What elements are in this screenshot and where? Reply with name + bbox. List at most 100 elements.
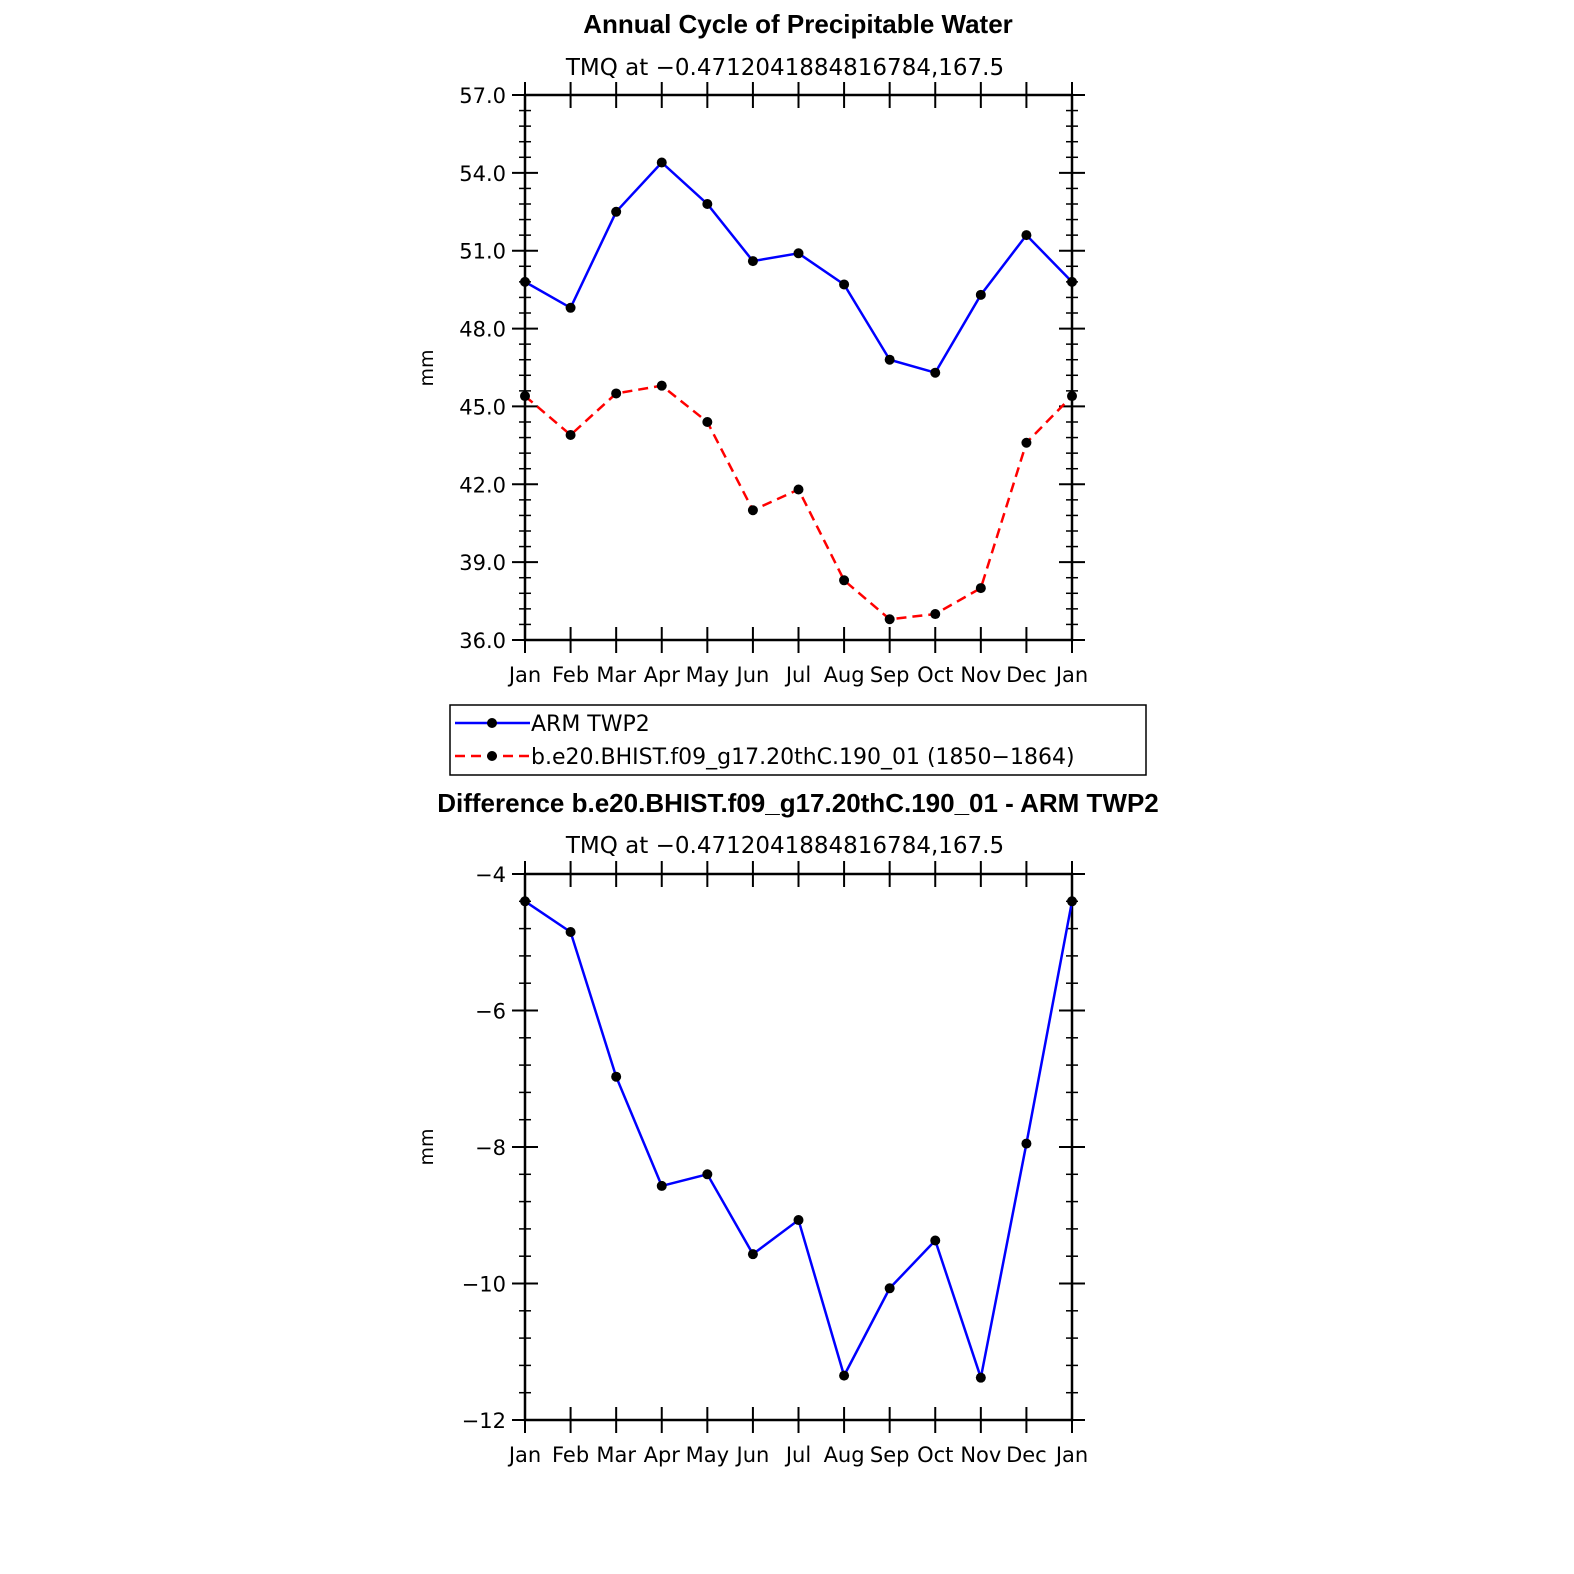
- chart-2-xtick-label: Mar: [596, 1443, 636, 1467]
- chart-2-ylabel: mm: [416, 1128, 438, 1165]
- chart-1-ytick-label: 48.0: [459, 318, 506, 342]
- chart-2-xtick-label: Jul: [784, 1443, 811, 1467]
- chart-1-series-1-point: [975, 289, 986, 300]
- chart-2-ytick-label: −10: [462, 1273, 506, 1297]
- legend-entry-arm: ARM TWP2: [455, 712, 650, 737]
- chart-1-ytick-label: 42.0: [459, 473, 506, 497]
- chart-1-xtick-label: Dec: [1006, 663, 1047, 687]
- chart-2-series-1-point: [520, 896, 530, 907]
- chart-2-xtick-label: Jan: [1054, 1443, 1088, 1467]
- chart-1-xtick-label: Sep: [870, 663, 910, 687]
- chart-2-ytick-label: −4: [475, 863, 506, 887]
- chart-2-xtick-label: Dec: [1006, 1443, 1047, 1467]
- legend: ARM TWP2 b.e20.BHIST.f09_g17.20thC.190_0…: [449, 704, 1147, 776]
- panel-difference: Difference b.e20.BHIST.f09_g17.20thC.190…: [416, 788, 1159, 1467]
- chart-1-title: Annual Cycle of Precipitable Water: [583, 9, 1013, 39]
- chart-1-xtick-label: Jun: [735, 663, 770, 687]
- chart-1-series-2-point: [565, 429, 576, 440]
- chart-1-series-2-point: [793, 484, 804, 495]
- chart-1-xtick-label: Jul: [784, 663, 811, 687]
- chart-1-ytick-label: 51.0: [459, 240, 506, 264]
- chart-1-xtick-label: Jan: [1054, 663, 1088, 687]
- chart-1-xtick-label: Apr: [644, 663, 681, 687]
- chart-1-ytick-label: 45.0: [459, 395, 506, 419]
- chart-1-series-2-point: [839, 575, 850, 586]
- chart-2-xtick-label: Apr: [644, 1443, 681, 1467]
- chart-2-series-1-point: [702, 1169, 713, 1180]
- chart-2-plot-frame: [523, 872, 1074, 1422]
- legend-marker-model: [487, 751, 497, 761]
- chart-2-series-1-point: [884, 1283, 895, 1294]
- chart-2-ytick-label: −6: [475, 1000, 506, 1024]
- chart-1-xtick-label: Feb: [552, 663, 589, 687]
- chart-2-xtick-label: Jun: [735, 1443, 770, 1467]
- chart-2-series-1-point: [930, 1235, 941, 1246]
- chart-1-xtick-label: Mar: [596, 663, 636, 687]
- legend-box: [449, 704, 1147, 776]
- chart-1-series-1-point: [1021, 230, 1032, 241]
- chart-1-series-1-point: [702, 199, 713, 209]
- chart-1-ytick-label: 39.0: [459, 551, 506, 575]
- legend-marker-arm: [487, 718, 497, 728]
- chart-1-xtick-label: Aug: [824, 663, 865, 687]
- chart-1-series-2-point: [656, 380, 667, 391]
- chart-2-series-1-point: [975, 1372, 986, 1383]
- chart-2-series-1-point: [565, 927, 576, 938]
- chart-1-ytick-label: 57.0: [459, 84, 506, 108]
- chart-1-series-1-point: [565, 302, 576, 313]
- chart-2-xtick-label: May: [686, 1443, 729, 1467]
- chart-1-series-2-point: [747, 505, 758, 516]
- legend-label-model: b.e20.BHIST.f09_g17.20thC.190_01 (1850−1…: [531, 745, 1075, 770]
- chart-1-series-1-point: [930, 367, 941, 378]
- chart-2-series-1-point: [656, 1180, 667, 1191]
- chart-1-series-2-point: [975, 583, 986, 594]
- chart-1-plot-frame: [523, 93, 1074, 642]
- chart-2-series-1-line: [524, 900, 1074, 1383]
- chart-1-ytick-label: 36.0: [459, 629, 506, 653]
- chart-1-series-2-point: [520, 391, 530, 402]
- chart-2-subtitle: TMQ at −0.4712041884816784,167.5: [565, 833, 1004, 859]
- chart-1-subtitle: TMQ at −0.4712041884816784,167.5: [565, 55, 1004, 81]
- chart-2-xtick-label: Aug: [824, 1443, 865, 1467]
- chart-1-ytick-label: 54.0: [459, 162, 506, 186]
- chart-2-series-1-point: [611, 1071, 622, 1082]
- chart-1-series-2-point: [884, 614, 895, 625]
- legend-entry-model: b.e20.BHIST.f09_g17.20thC.190_01 (1850−1…: [455, 745, 1075, 770]
- chart-2-series-1-point: [1021, 1138, 1032, 1149]
- chart-2-xtick-label: Sep: [870, 1443, 910, 1467]
- chart-1-series-1-point: [747, 256, 758, 267]
- chart-2-title: Difference b.e20.BHIST.f09_g17.20thC.190…: [437, 788, 1159, 818]
- chart-1-series-1-point: [884, 354, 895, 365]
- chart-1-series-1-point: [1067, 276, 1077, 287]
- chart-1-series-1-point: [793, 248, 804, 259]
- chart-2-xtick-label: Nov: [960, 1443, 1001, 1467]
- chart-2-xtick-label: Jan: [507, 1443, 541, 1467]
- chart-1-series-2-point: [1021, 437, 1032, 448]
- chart-1-series-1-point: [520, 276, 530, 287]
- chart-2-series-1-point: [793, 1215, 804, 1226]
- chart-2-series-1-point: [839, 1370, 850, 1381]
- chart-1-series-1-point: [839, 279, 850, 290]
- panel-annual-cycle: Annual Cycle of Precipitable Water TMQ a…: [416, 9, 1088, 687]
- legend-label-arm: ARM TWP2: [531, 712, 650, 737]
- chart-1-series-2-point: [1067, 391, 1077, 402]
- chart-1-xtick-label: Nov: [960, 663, 1001, 687]
- chart-2-xtick-label: Feb: [552, 1443, 589, 1467]
- chart-1-series-1-line: [524, 160, 1073, 375]
- chart-2-series-1-point: [1067, 896, 1077, 907]
- chart-2-ytick-label: −12: [462, 1409, 506, 1433]
- chart-2-ytick-label: −8: [475, 1136, 506, 1160]
- chart-1-series-2-point: [930, 609, 941, 620]
- chart-1-series-1-point: [611, 206, 622, 217]
- chart-1-xtick-label: May: [686, 663, 729, 687]
- chart-1-series-1-point: [656, 157, 667, 168]
- chart-1-xtick-label: Jan: [507, 663, 541, 687]
- chart-1-series-2-line: [524, 384, 1073, 621]
- chart-2-xtick-label: Oct: [917, 1443, 953, 1467]
- chart-1-xtick-label: Oct: [917, 663, 953, 687]
- chart-1-series-2-point: [702, 417, 713, 427]
- chart-1-ylabel: mm: [416, 349, 438, 386]
- chart-2-series-1-point: [747, 1249, 758, 1260]
- chart-1-series-2-point: [611, 388, 622, 399]
